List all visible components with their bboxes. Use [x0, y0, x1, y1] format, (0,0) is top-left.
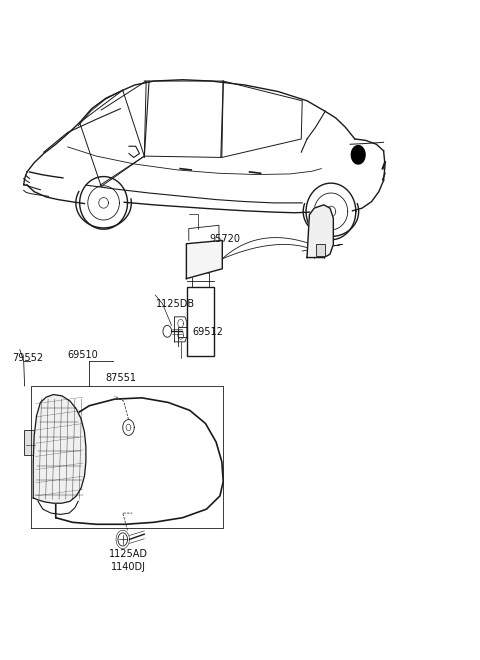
Polygon shape	[186, 240, 222, 279]
Text: 69512: 69512	[192, 327, 223, 337]
Bar	[316, 244, 324, 256]
Text: 87551: 87551	[105, 373, 136, 383]
Text: 95720: 95720	[209, 234, 240, 244]
Polygon shape	[33, 395, 86, 503]
Polygon shape	[307, 205, 333, 257]
Text: 1125AD: 1125AD	[109, 549, 148, 559]
Text: 1140DJ: 1140DJ	[111, 562, 146, 572]
Text: 79552: 79552	[12, 353, 44, 363]
Text: 1125DB: 1125DB	[156, 299, 195, 309]
FancyBboxPatch shape	[24, 430, 37, 455]
Text: 69510: 69510	[68, 350, 98, 360]
Polygon shape	[351, 146, 365, 164]
Bar	[187, 287, 214, 356]
